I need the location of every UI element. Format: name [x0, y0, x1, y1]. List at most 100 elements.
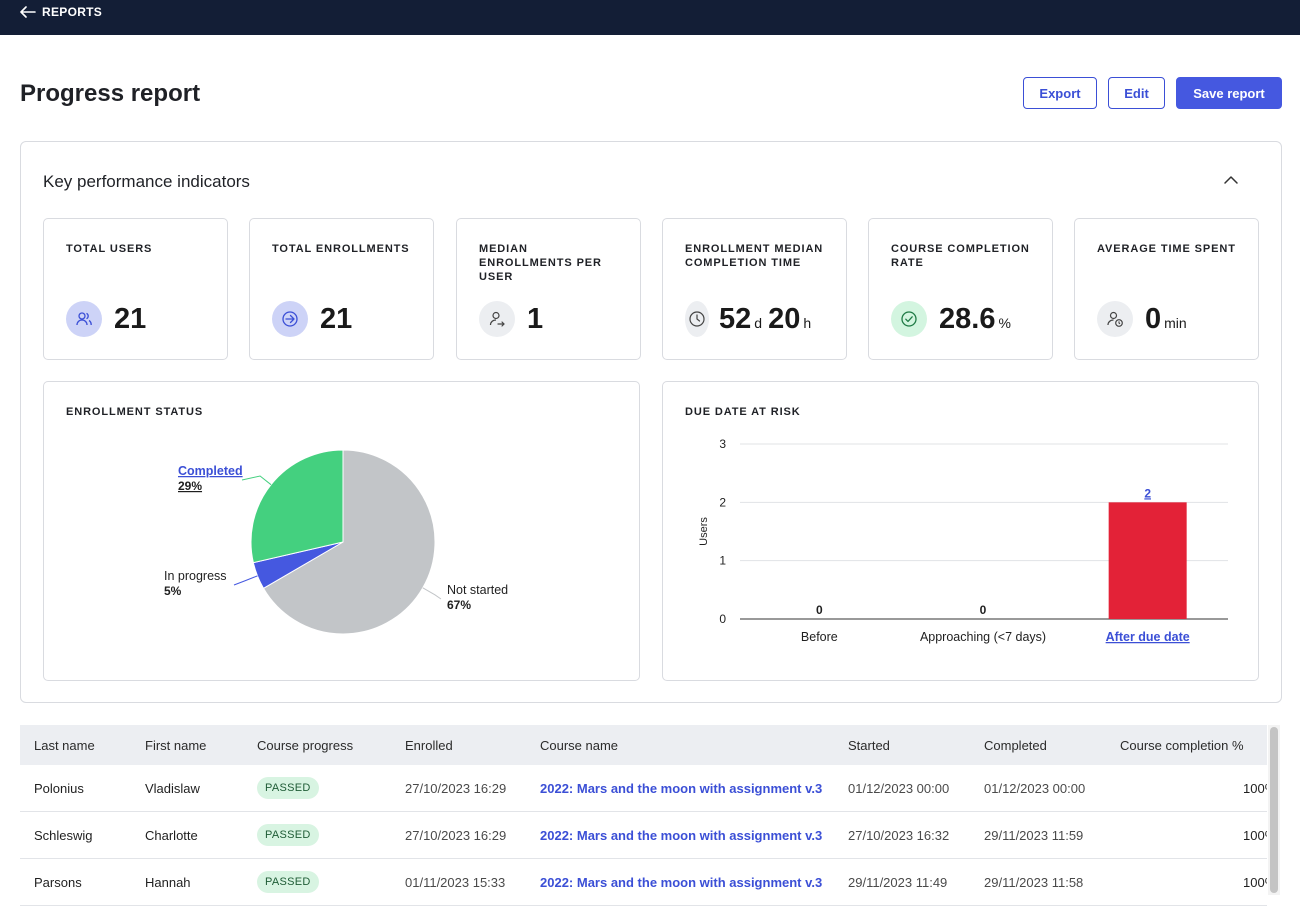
pie-leader-line: [233, 575, 258, 586]
kpi-card-median-enrollments: MEDIAN ENROLLMENTS PER USER 1: [456, 218, 641, 360]
cell-first-name: Hannah: [145, 874, 191, 890]
kpi-label: TOTAL ENROLLMENTS: [272, 243, 410, 255]
cell-enrolled: 27/10/2023 16:29: [405, 827, 507, 843]
kpi-unit: min: [1164, 314, 1187, 331]
kpi-value: 28.6: [939, 302, 996, 335]
cell-completion-pct: 100%: [1243, 874, 1267, 890]
kpi-card-completion-rate: COURSE COMPLETION RATE 28.6 %: [868, 218, 1053, 360]
kpi-panel: Key performance indicators TOTAL USERS 2…: [20, 141, 1282, 703]
scrollbar-thumb[interactable]: [1270, 727, 1278, 893]
cell-completed: 01/12/2023 00:00: [984, 780, 1086, 796]
kpi-unit: %: [998, 314, 1011, 331]
cell-started: 29/11/2023 11:49: [848, 874, 948, 890]
chart-title: DUE DATE AT RISK: [685, 406, 801, 418]
kpi-label: COURSE COMPLETION RATE: [891, 243, 1030, 269]
kpi-label: MEDIAN ENROLLMENTS PER USER: [479, 243, 602, 283]
kpi-value: 1: [527, 302, 544, 335]
table-row[interactable]: Polonius Vladislaw PASSED 27/10/2023 16:…: [20, 765, 1267, 812]
due-date-bar-chart: 0 1 2 3 Users 0 Before 0 Approaching (<7 days) 2 A…: [698, 437, 1228, 644]
cell-last-name: Polonius: [34, 780, 84, 796]
header-started[interactable]: Started: [848, 737, 890, 753]
kpi-card-total-enrollments: TOTAL ENROLLMENTS 21: [249, 218, 434, 360]
pie-label: In progress: [164, 569, 227, 583]
cell-completion-pct: 100%: [1243, 827, 1267, 843]
kpi-label: AVERAGE TIME SPENT: [1097, 243, 1236, 255]
cell-completed: 29/11/2023 11:58: [984, 874, 1084, 890]
top-bar: REPORTS: [0, 0, 1300, 35]
y-tick-label: 3: [719, 437, 726, 451]
kpi-value: 0: [1145, 302, 1162, 335]
cell-first-name: Vladislaw: [145, 780, 200, 796]
check-circle-icon: [891, 301, 927, 337]
bar[interactable]: [1108, 502, 1187, 619]
pie-pct-label: 29%: [178, 479, 202, 493]
pie-leader-line: [422, 587, 442, 600]
y-tick-label: 1: [719, 554, 726, 568]
header-completed[interactable]: Completed: [984, 737, 1047, 753]
status-badge: PASSED: [257, 777, 319, 799]
header-enrolled[interactable]: Enrolled: [405, 737, 453, 753]
pie-label: Not started: [447, 583, 508, 597]
header-course-name[interactable]: Course name: [540, 737, 619, 753]
header-completion-pct[interactable]: Course completion %: [1120, 737, 1244, 753]
chevron-up-icon[interactable]: [1221, 170, 1241, 190]
kpi-unit-hours: h: [803, 314, 812, 331]
chart-title: ENROLLMENT STATUS: [66, 406, 204, 418]
kpi-value: 21: [114, 302, 147, 335]
pie-leader-line: [241, 475, 272, 486]
header-last-name[interactable]: Last name: [34, 737, 95, 753]
table-scrollbar[interactable]: [1268, 725, 1280, 895]
pie-slice: [262, 449, 436, 635]
status-badge: PASSED: [257, 871, 319, 893]
y-tick-label: 0: [719, 612, 726, 626]
progress-table: Last name First name Course progress Enr…: [20, 725, 1267, 906]
cell-enrolled: 27/10/2023 16:29: [405, 780, 507, 796]
kpi-value-hours: 20: [768, 302, 801, 335]
pie-slice: [250, 449, 344, 564]
course-link[interactable]: 2022: Mars and the moon with assignment …: [540, 827, 823, 843]
cell-last-name: Schleswig: [34, 827, 93, 843]
kpi-card-total-users: TOTAL USERS 21: [43, 218, 228, 360]
bar-value-label: 2: [1144, 486, 1151, 500]
user-share-icon: [479, 301, 515, 337]
x-tick-label[interactable]: After due date: [1106, 630, 1190, 644]
cell-completion-pct: 100%: [1243, 780, 1267, 796]
export-button[interactable]: Export: [1023, 77, 1097, 109]
y-tick-label: 2: [719, 495, 726, 509]
pie-label-link[interactable]: Completed: [178, 464, 243, 478]
header-first-name[interactable]: First name: [145, 737, 207, 753]
cell-started: 01/12/2023 00:00: [848, 780, 950, 796]
bar-value-label: 0: [980, 603, 987, 617]
pie-pct-label: 67%: [447, 598, 471, 612]
y-axis-label: Users: [698, 517, 710, 546]
pie-pct-label: 5%: [164, 584, 182, 598]
cell-first-name: Charlotte: [145, 827, 198, 843]
table-row[interactable]: Parsons Hannah PASSED 01/11/2023 15:33 2…: [20, 859, 1267, 906]
bar-value-label: 0: [816, 603, 823, 617]
edit-button[interactable]: Edit: [1108, 77, 1165, 109]
cell-started: 27/10/2023 16:32: [848, 827, 950, 843]
kpi-card-average-time: AVERAGE TIME SPENT 0 min: [1074, 218, 1259, 360]
status-badge: PASSED: [257, 824, 319, 846]
kpi-value: 21: [320, 302, 353, 335]
back-to-reports-link[interactable]: REPORTS: [20, 5, 102, 19]
x-tick-label: Approaching (<7 days): [920, 630, 1046, 644]
header-course-progress[interactable]: Course progress: [257, 737, 354, 753]
save-report-button[interactable]: Save report: [1176, 77, 1282, 109]
clock-icon: [685, 301, 709, 337]
kpi-card-median-completion-time: ENROLLMENT MEDIAN COMPLETION TIME 52 d 2…: [662, 218, 847, 360]
x-tick-label: Before: [801, 630, 838, 644]
kpi-value-days: 52: [719, 302, 752, 335]
table-row[interactable]: Schleswig Charlotte PASSED 27/10/2023 16…: [20, 812, 1267, 859]
kpi-label: ENROLLMENT MEDIAN COMPLETION TIME: [685, 243, 824, 269]
cell-completed: 29/11/2023 11:59: [984, 827, 1084, 843]
cell-last-name: Parsons: [34, 874, 82, 890]
arrow-left-icon: [20, 5, 36, 18]
course-link[interactable]: 2022: Mars and the moon with assignment …: [540, 874, 823, 890]
course-link[interactable]: 2022: Mars and the moon with assignment …: [540, 780, 823, 796]
cell-enrolled: 01/11/2023 15:33: [405, 874, 506, 890]
enrollment-status-card: ENROLLMENT STATUS Completed 29% In progres…: [43, 381, 640, 681]
users-icon: [66, 301, 102, 337]
table-header: Last name First name Course progress Enr…: [20, 725, 1267, 765]
